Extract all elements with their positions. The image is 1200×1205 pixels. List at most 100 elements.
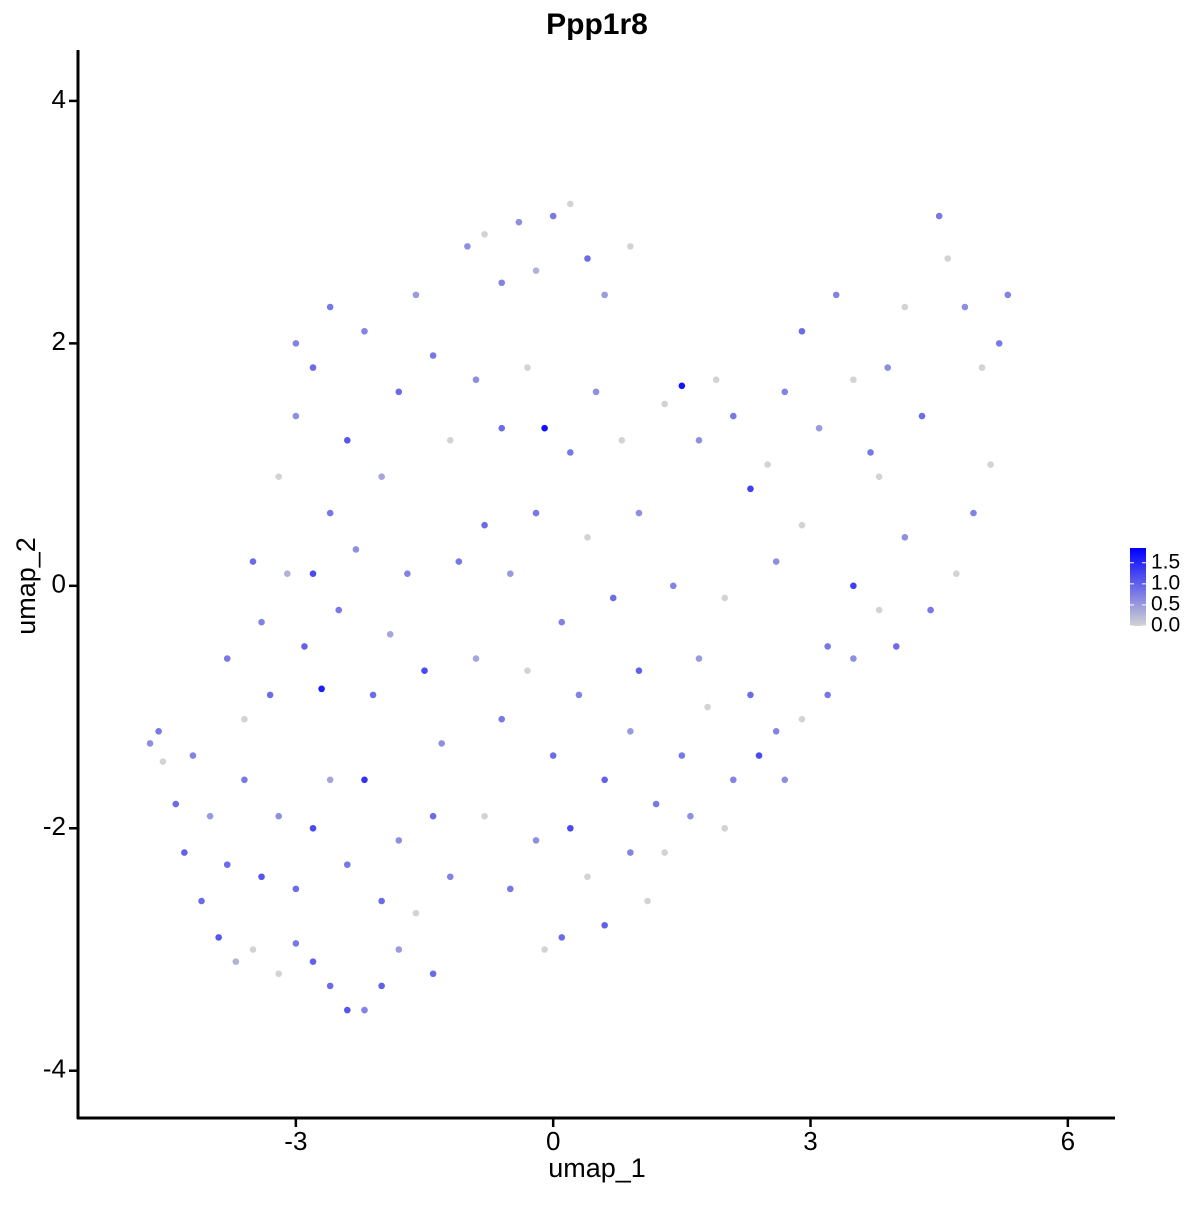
point (395, 946, 403, 953)
point (361, 1006, 368, 1014)
point (635, 667, 643, 674)
colorbar-tick-label: 1.0 (1151, 571, 1180, 594)
point (901, 534, 909, 541)
point (292, 412, 300, 420)
point (661, 400, 668, 408)
point (378, 897, 385, 905)
point (875, 606, 883, 614)
point (661, 849, 668, 856)
x-tick-label: 3 (803, 1126, 817, 1156)
point (832, 291, 840, 299)
point (532, 509, 540, 517)
point (429, 970, 437, 978)
point (575, 691, 583, 699)
point (326, 509, 334, 517)
point (567, 200, 574, 208)
point (309, 364, 317, 371)
point (361, 776, 368, 784)
point (850, 376, 857, 384)
point (961, 303, 969, 311)
point (292, 940, 300, 947)
point (627, 727, 634, 735)
point (944, 255, 952, 262)
point (309, 824, 317, 832)
point (995, 340, 1003, 347)
point (592, 388, 600, 396)
point (232, 958, 240, 965)
point (498, 279, 506, 287)
point (181, 849, 188, 856)
y-tick-label: 0 (52, 569, 66, 599)
point (798, 521, 806, 529)
point (695, 437, 703, 444)
point (584, 873, 591, 881)
point (798, 715, 806, 723)
y-tick-label: -2 (43, 811, 66, 841)
point (506, 885, 514, 893)
point (258, 618, 265, 626)
point (601, 776, 608, 784)
y-tick-label: -4 (43, 1054, 66, 1084)
point (935, 212, 943, 220)
point (249, 946, 257, 953)
point (781, 388, 789, 396)
point (309, 958, 317, 965)
point (223, 655, 231, 662)
point (772, 558, 780, 565)
point (644, 897, 651, 905)
point (241, 715, 248, 723)
point (978, 364, 986, 371)
point (249, 558, 257, 565)
point (824, 691, 831, 699)
point (1004, 291, 1012, 299)
point (481, 812, 488, 820)
point (472, 655, 480, 662)
point (446, 437, 454, 444)
point (687, 812, 694, 820)
chart-title: Ppp1r8 (546, 8, 648, 41)
point (386, 631, 394, 638)
point (532, 267, 540, 274)
point (532, 837, 540, 844)
point (223, 861, 231, 868)
point (429, 352, 437, 359)
point (541, 424, 548, 432)
point (326, 982, 334, 990)
point (498, 424, 506, 432)
point (609, 594, 617, 602)
point (627, 849, 634, 856)
point (215, 934, 222, 941)
point (669, 582, 677, 590)
point (618, 437, 626, 444)
point (283, 570, 291, 577)
point (155, 727, 162, 735)
point (815, 424, 823, 432)
point (730, 412, 737, 420)
point (892, 643, 900, 650)
point (438, 740, 445, 747)
point (549, 752, 557, 759)
point (352, 546, 360, 553)
colorbar-tick-label: 0.0 (1151, 614, 1180, 637)
point (695, 655, 703, 662)
point (850, 582, 857, 590)
y-axis-label: umap_2 (11, 537, 41, 635)
point (558, 618, 566, 626)
y-tick-label: 2 (52, 326, 66, 356)
point (172, 800, 180, 808)
point (404, 570, 411, 577)
point (918, 412, 926, 420)
point (601, 291, 608, 299)
point (481, 521, 488, 529)
point (901, 303, 909, 311)
colorbar-tick-label: 1.5 (1151, 550, 1180, 573)
colorbar-tick-label: 0.5 (1151, 592, 1180, 615)
x-tick-label: 6 (1061, 1126, 1075, 1156)
point (369, 691, 377, 699)
point (652, 800, 660, 808)
point (429, 812, 437, 820)
point (730, 776, 737, 784)
point (627, 243, 634, 250)
point (378, 473, 385, 481)
